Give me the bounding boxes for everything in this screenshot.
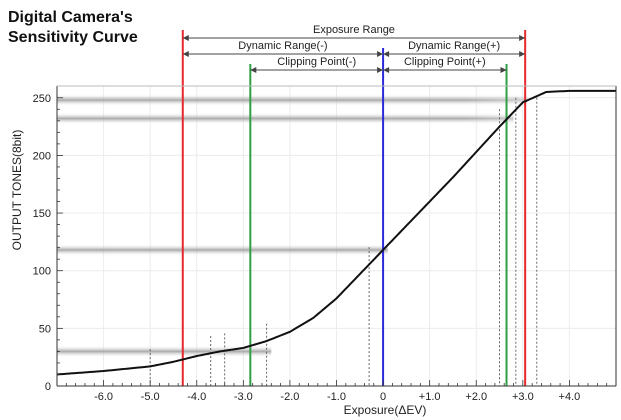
x-tick-label: -4.0: [187, 391, 206, 403]
vertical-markers: [181, 30, 527, 386]
range-arrowhead: [519, 51, 526, 57]
range-arrowhead: [377, 67, 384, 73]
range-label: Clipping Point(+): [404, 56, 486, 68]
shaded-bands: [57, 94, 528, 358]
dashed-reference-lines: [149, 97, 538, 386]
x-tick-label: -3.0: [234, 391, 253, 403]
range-annotations: Exposure Range Dynamic Range(-) Dynamic Ra…: [182, 24, 526, 73]
x-tick-label: +3.0: [512, 391, 534, 403]
sensitivity-curve-line: [56, 89, 616, 376]
range-arrowhead: [383, 67, 390, 73]
x-tick-label: +4.0: [559, 391, 581, 403]
chart-title-line2: Sensitivity Curve: [8, 29, 138, 46]
curve: [56, 89, 616, 376]
range-label: Dynamic Range(+): [408, 40, 500, 52]
range-arrowhead: [500, 67, 507, 73]
y-tick-label: 250: [33, 93, 51, 105]
x-tick-label: -5.0: [141, 391, 160, 403]
axes: -6.0 -5.0 -4.0 -3.0 -2.0 -1.0 0 +1.0 +2.0 +3.0 +4.…: [33, 85, 617, 403]
shaded-band: [57, 345, 272, 358]
range-label: Dynamic Range(-): [238, 40, 327, 52]
shaded-band: [57, 243, 388, 256]
band-group: [57, 94, 528, 358]
y-tick-label: 150: [33, 208, 51, 220]
shaded-band: [57, 112, 514, 125]
x-tick-label: 0: [380, 391, 386, 403]
x-tick-label: -6.0: [94, 391, 113, 403]
y-tick-label: 0: [45, 381, 51, 393]
y-tick-label: 100: [33, 266, 51, 278]
range-label: Exposure Range: [313, 24, 395, 36]
range-arrowhead: [182, 35, 189, 41]
x-tick-label: -2.0: [280, 391, 299, 403]
range-arrowhead: [377, 51, 384, 57]
x-tick-label: -1.0: [327, 391, 346, 403]
chart-title-line1: Digital Camera's: [8, 9, 133, 26]
range-arrowhead: [519, 35, 526, 41]
range-arrowhead: [182, 51, 189, 57]
y-tick-label: 200: [33, 150, 51, 162]
range-label: Clipping Point(-): [277, 56, 356, 68]
x-axis-label: Exposure(ΔEV): [344, 403, 427, 417]
range-arrowhead: [250, 67, 257, 73]
y-tick-label: 50: [39, 323, 51, 335]
x-tick-label: +2.0: [465, 391, 487, 403]
x-tick-label: +1.0: [419, 391, 441, 403]
shaded-band: [57, 94, 528, 107]
range-arrowhead: [383, 51, 390, 57]
y-axis-label: OUTPUT TONES(8bit): [10, 130, 24, 251]
grid: [57, 86, 616, 387]
